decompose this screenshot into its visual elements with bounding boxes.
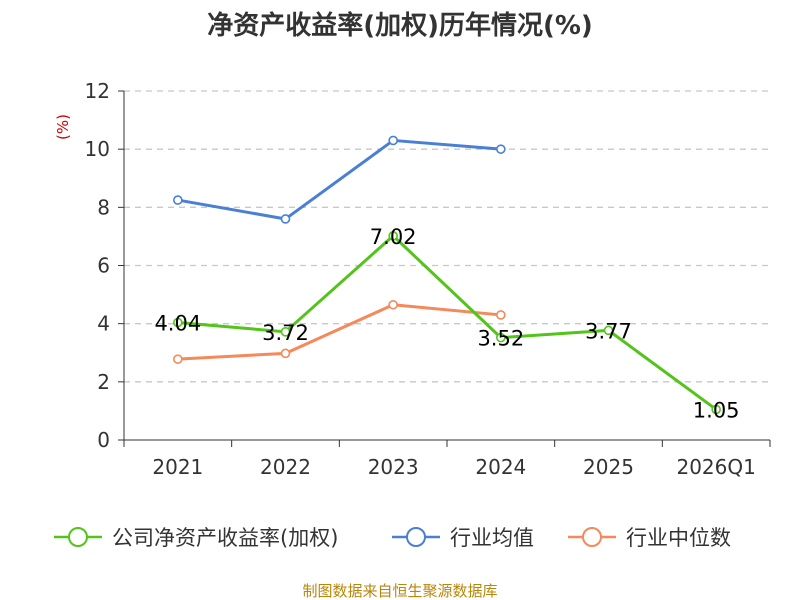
legend-marker [406,527,426,547]
series [173,135,721,415]
x-tick-label: 2023 [368,455,419,479]
x-tick-label: 2026Q1 [676,455,755,479]
y-tick-label: 0 [97,428,110,452]
legend-label: 公司净资产收益率(加权) [112,526,338,550]
legend-item[interactable]: 行业中位数 [568,526,731,550]
series-line-2 [177,303,501,361]
series-line-0 [177,234,718,411]
y-tick-label: 8 [97,195,110,219]
x-tick-label: 2022 [260,455,311,479]
x-tick-label: 2021 [152,455,203,479]
legend-label: 行业中位数 [626,526,731,550]
legend-item[interactable]: 行业均值 [392,526,534,550]
data-point [173,195,183,205]
chart-title: 净资产收益率(加权)历年情况(%) [207,10,593,41]
data-point [496,310,506,320]
data-label: 3.72 [262,321,309,345]
legend-label: 行业均值 [450,526,534,550]
y-tick-label: 2 [97,370,110,394]
data-label: 4.04 [154,312,201,336]
data-point [603,325,614,336]
y-tick-label: 10 [85,137,110,161]
data-point [280,214,291,224]
axes: 0 2 4 6 8 10 12 2021 2022 2023 2024 2025 2026Q1 [85,79,771,479]
data-label: 3.77 [585,319,632,343]
data-point [496,332,506,343]
data-label: 3.52 [477,327,524,351]
data-point [388,299,398,310]
data-point [388,231,398,241]
x-tick-label: 2024 [475,455,526,479]
legend-marker [68,527,88,547]
x-tick-label: 2025 [583,455,634,479]
data-point [280,348,291,359]
data-point [173,317,183,328]
grid [124,90,770,383]
data-point [173,354,183,364]
series-line-1 [177,138,501,221]
legend-item[interactable]: 公司净资产收益率(加权) [54,526,338,550]
data-point [280,327,291,337]
legend-marker [582,527,602,547]
data-point [388,135,398,146]
legend[interactable]: 公司净资产收益率(加权) 行业均值 行业中位数 [54,526,731,550]
data-label: 7.02 [370,225,417,249]
y-tick-label: 6 [97,254,110,278]
data-point [496,144,506,154]
data-point [711,404,721,415]
data-labels: 4.04 3.72 7.02 3.52 3.77 1.05 [154,225,739,423]
data-label: 1.05 [693,398,740,422]
y-tick-label: 4 [97,312,110,336]
data-source-note: 制图数据来自恒生聚源数据库 [302,582,497,600]
y-axis-unit: (%) [54,114,72,140]
y-tick-label: 12 [85,79,110,103]
